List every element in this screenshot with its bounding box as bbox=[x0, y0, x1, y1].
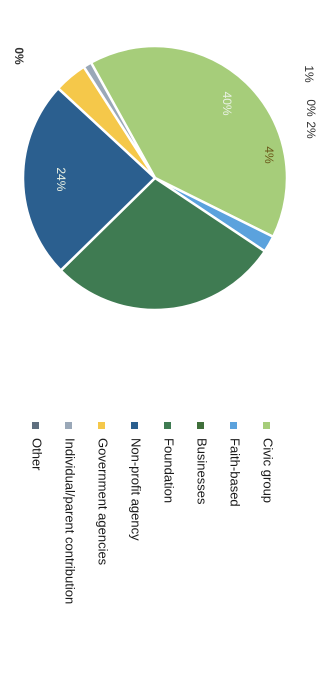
legend-swatch-businesses bbox=[197, 422, 204, 429]
legend-swatch-other bbox=[32, 422, 39, 429]
legend-label-foundation: Foundation bbox=[162, 438, 177, 503]
pie-slice-civic-group bbox=[89, 44, 289, 239]
legend-swatch-non-profit-agency bbox=[131, 422, 138, 429]
pie-label-businesses: 0% bbox=[12, 47, 26, 65]
legend-swatch-foundation bbox=[164, 422, 171, 429]
pie-label-faith-based: 2% bbox=[304, 121, 318, 139]
pie-data-labels: 40% 2% 0% 24% 4% 1% 0% bbox=[12, 47, 318, 191]
pie-slice-foundation bbox=[59, 176, 267, 312]
pie-label-government-agencies: 4% bbox=[262, 146, 276, 164]
pie-label-non-profit-agency: 24% bbox=[54, 167, 68, 191]
legend-label-government-agencies: Government agencies bbox=[96, 438, 111, 566]
legend-swatch-government-agencies bbox=[98, 422, 105, 429]
pie-label-other: 0% bbox=[304, 99, 318, 117]
legend: Civic group Faith-based Businesses Foundati… bbox=[30, 422, 276, 604]
legend-label-non-profit-agency: Non-profit agency bbox=[129, 438, 144, 541]
pie-slice-non-profit-agency bbox=[21, 86, 157, 273]
pie-slice-individual-parent-contribution bbox=[82, 60, 157, 179]
legend-swatch-individual-parent-contribution bbox=[65, 422, 72, 429]
legend-label-faith-based: Faith-based bbox=[228, 438, 243, 507]
legend-label-individual-parent-contribution: Individual/parent contribution bbox=[63, 438, 78, 604]
pie-label-individual-parent-contribution: 1% bbox=[302, 65, 316, 83]
legend-label-businesses: Businesses bbox=[195, 438, 210, 505]
legend-label-other: Other bbox=[30, 438, 45, 471]
legend-swatch-faith-based bbox=[230, 422, 237, 429]
legend-swatch-civic-group bbox=[263, 422, 270, 429]
pie-chart bbox=[21, 44, 289, 312]
legend-label-civic-group: Civic group bbox=[261, 438, 276, 503]
pie-label-civic-group: 40% bbox=[220, 92, 234, 116]
